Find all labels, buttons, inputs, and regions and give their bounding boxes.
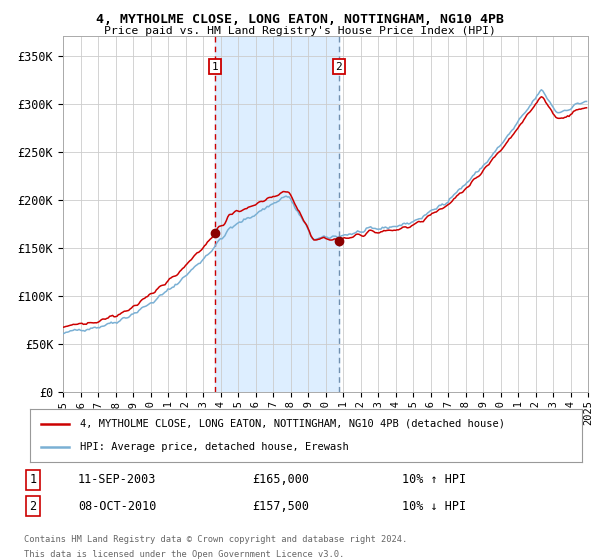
Text: 4, MYTHOLME CLOSE, LONG EATON, NOTTINGHAM, NG10 4PB (detached house): 4, MYTHOLME CLOSE, LONG EATON, NOTTINGHA…: [80, 419, 505, 429]
Text: 10% ↑ HPI: 10% ↑ HPI: [402, 473, 466, 486]
Text: 1: 1: [29, 473, 37, 486]
Text: 2: 2: [29, 500, 37, 512]
Bar: [215, 36, 339, 392]
Text: HPI: Average price, detached house, Erewash: HPI: Average price, detached house, Erew…: [80, 442, 349, 452]
Text: Contains HM Land Registry data © Crown copyright and database right 2024.: Contains HM Land Registry data © Crown c…: [24, 534, 407, 544]
Text: Price paid vs. HM Land Registry's House Price Index (HPI): Price paid vs. HM Land Registry's House …: [104, 26, 496, 36]
Text: 11-SEP-2003: 11-SEP-2003: [78, 473, 157, 486]
Text: 4, MYTHOLME CLOSE, LONG EATON, NOTTINGHAM, NG10 4PB: 4, MYTHOLME CLOSE, LONG EATON, NOTTINGHA…: [96, 13, 504, 26]
Text: 1: 1: [212, 62, 218, 72]
Text: 08-OCT-2010: 08-OCT-2010: [78, 500, 157, 512]
Text: £165,000: £165,000: [252, 473, 309, 486]
Text: 2: 2: [335, 62, 343, 72]
Text: 10% ↓ HPI: 10% ↓ HPI: [402, 500, 466, 512]
Text: £157,500: £157,500: [252, 500, 309, 512]
Text: This data is licensed under the Open Government Licence v3.0.: This data is licensed under the Open Gov…: [24, 550, 344, 559]
